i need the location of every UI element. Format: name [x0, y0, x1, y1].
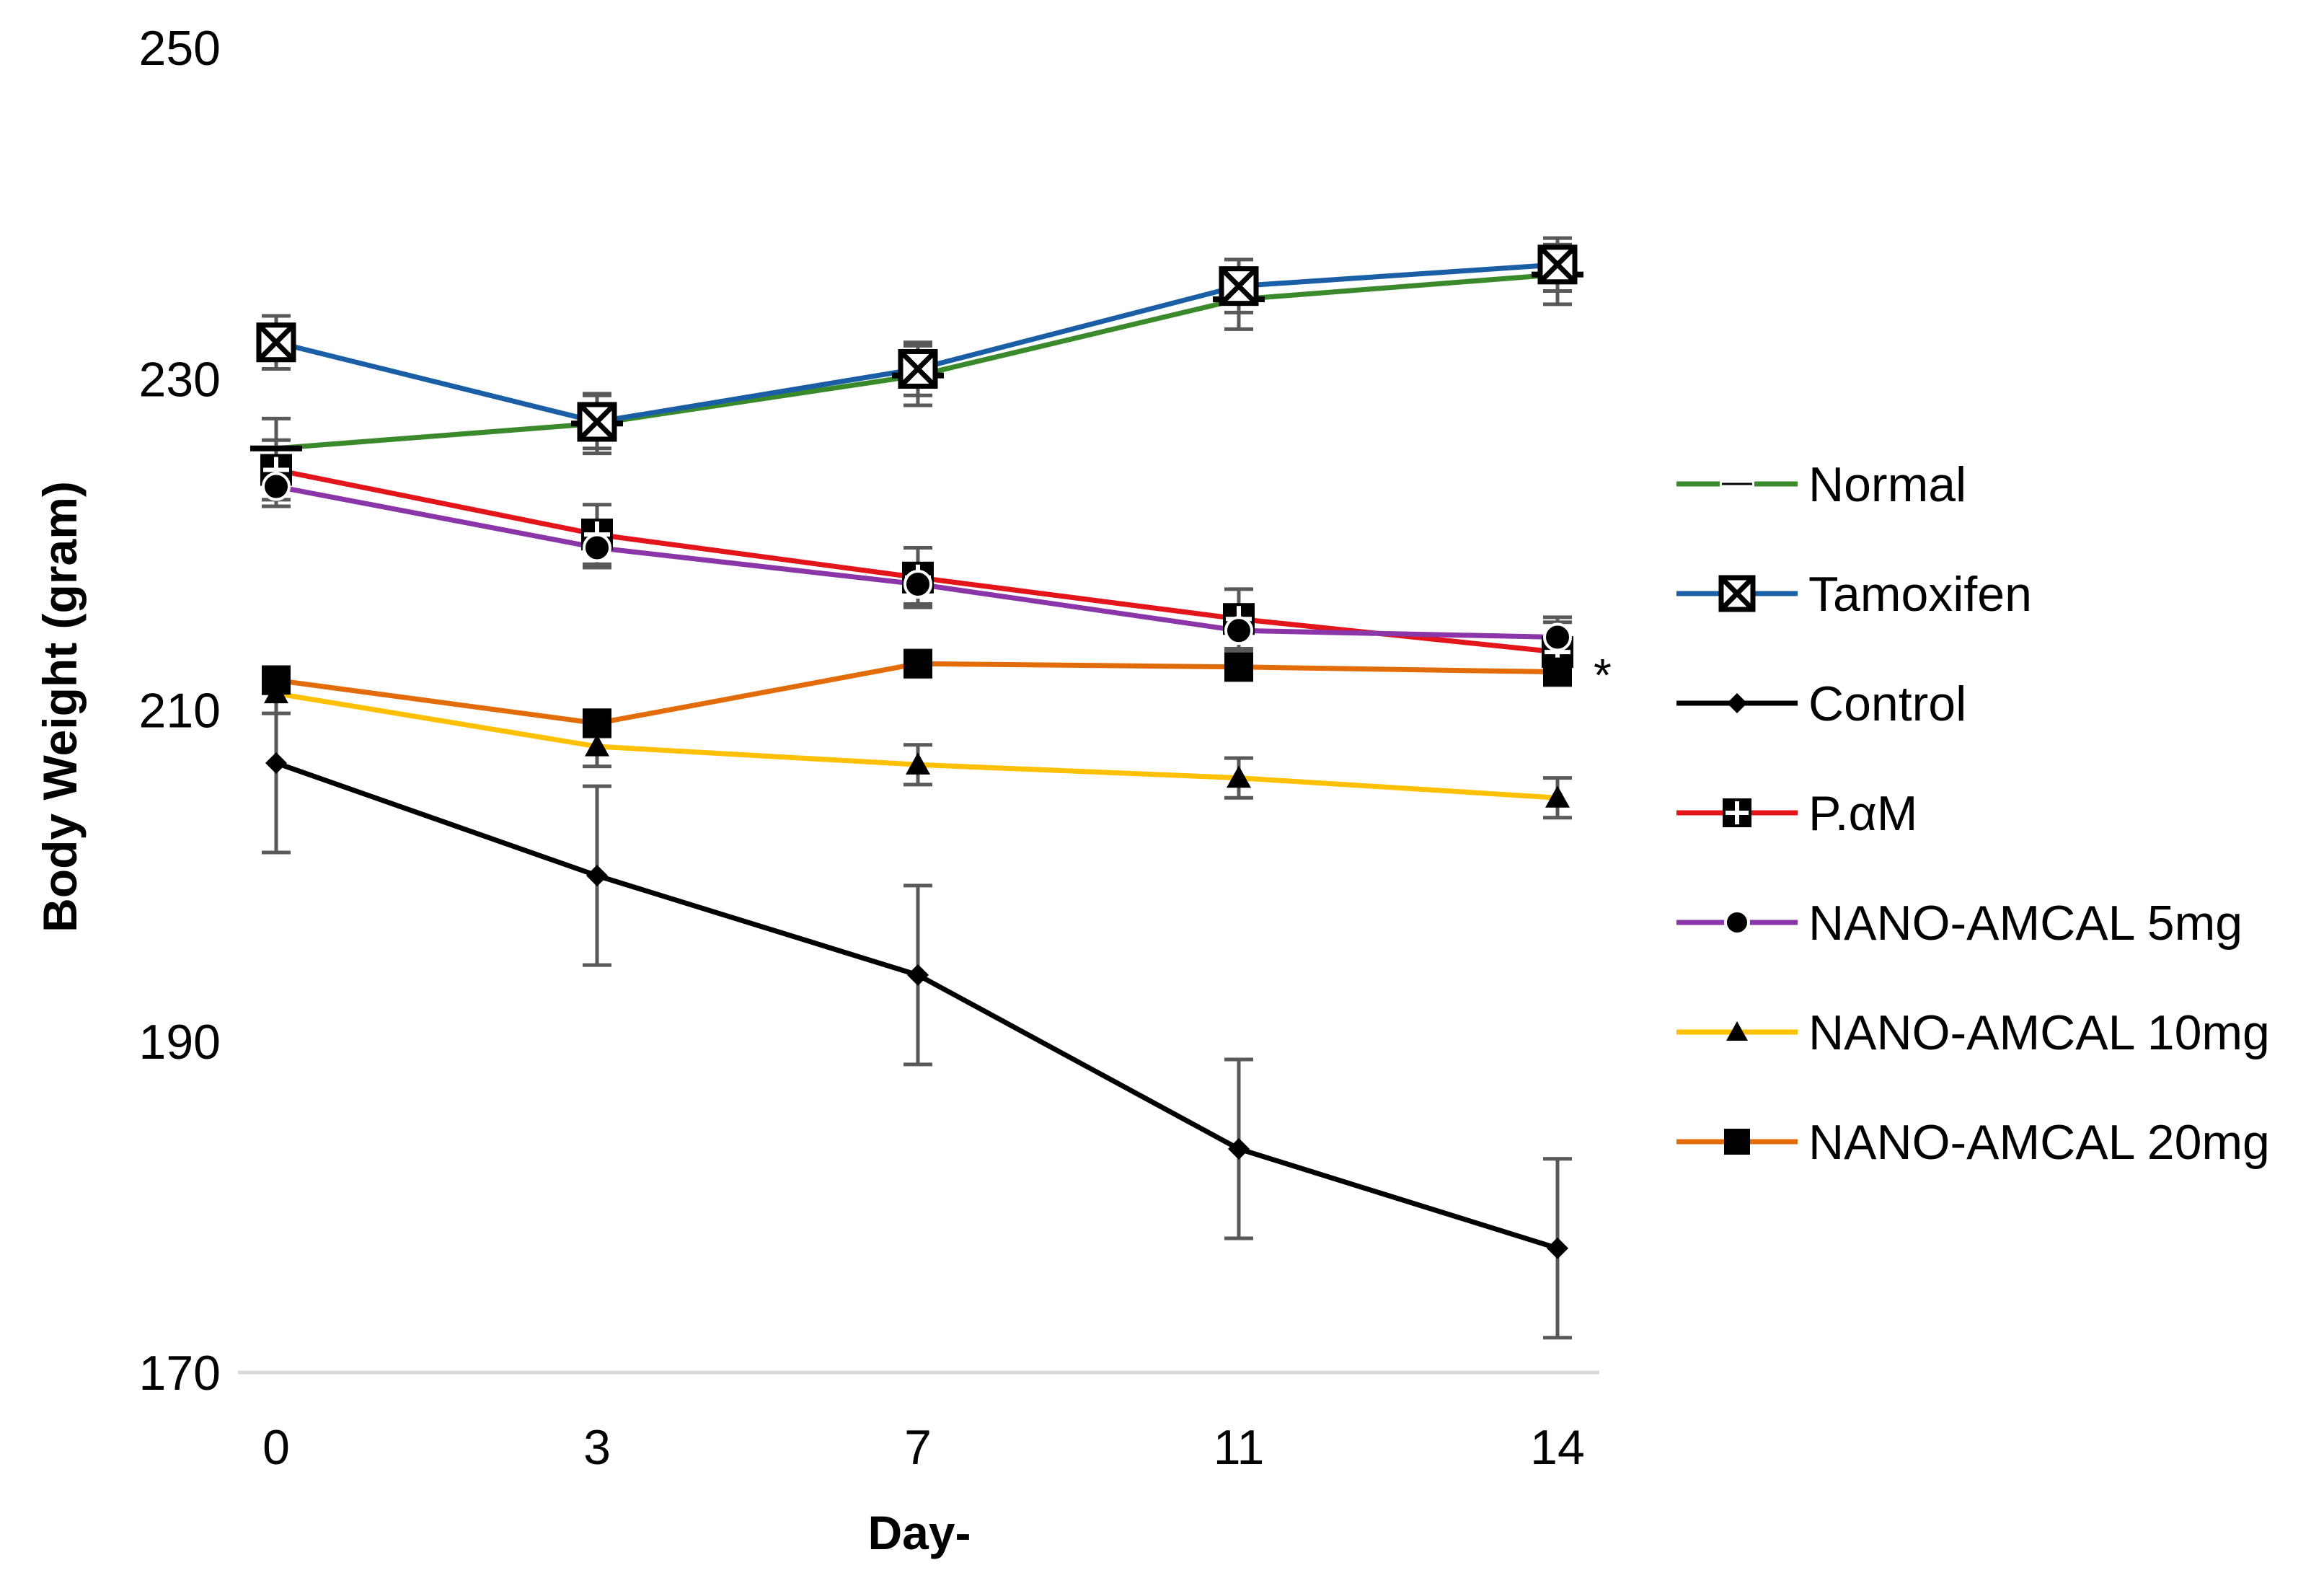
data-point [1224, 616, 1253, 645]
tick-labels: 170 190 210 230 250 0 3 7 11 14 [139, 21, 1585, 1475]
legend-marker [1723, 798, 1751, 827]
data-point [583, 708, 611, 738]
legend-label: NANO-AMCAL 20mg [1808, 1115, 2270, 1170]
data-point [903, 649, 932, 679]
data-point [583, 533, 611, 563]
data-point [903, 569, 932, 599]
data-point [898, 348, 938, 389]
x-tick-label: 14 [1530, 1420, 1585, 1475]
data-point [262, 666, 291, 695]
legend-label: NANO-AMCAL 5mg [1808, 896, 2243, 951]
data-point [1227, 765, 1251, 788]
x-tick-label: 11 [1214, 1420, 1265, 1475]
data-point [1543, 622, 1572, 652]
data-point [262, 472, 291, 501]
x-tick-label: 3 [583, 1420, 611, 1475]
x-tick-label: 0 [262, 1420, 290, 1475]
data-point [1547, 1237, 1568, 1259]
legend-item: Normal [1676, 457, 1966, 512]
data-point [586, 865, 608, 887]
legend-item: Tamoxifen [1676, 567, 2032, 622]
data-point [907, 964, 929, 986]
y-axis-title: Body Weight (gram) [33, 481, 87, 933]
legend-label: Control [1808, 676, 1966, 731]
legend-marker [1727, 693, 1747, 713]
legend-item: NANO-AMCAL 5mg [1676, 896, 2243, 951]
y-tick-label: 170 [139, 1346, 221, 1401]
legend-label: NANO-AMCAL 10mg [1808, 1005, 2270, 1060]
legend-item: Control [1676, 676, 1966, 731]
y-tick-label: 230 [139, 352, 221, 407]
legend: Normal Tamoxifen Control P.αM NANO-AMCAL 5mg… [1676, 457, 2270, 1170]
data-point [577, 402, 617, 442]
legend-marker [1726, 1021, 1748, 1041]
legend-item: P.αM [1676, 786, 1917, 841]
y-tick-label: 250 [139, 21, 221, 76]
data-point [1228, 1138, 1250, 1160]
data-point [585, 734, 609, 757]
data-point [906, 752, 930, 775]
data-point [1543, 657, 1572, 687]
legend-marker [1724, 1129, 1750, 1155]
significance-annotation: * [1594, 649, 1612, 701]
legend-item: NANO-AMCAL 20mg [1676, 1115, 2270, 1170]
legend-marker [1724, 909, 1750, 935]
legend-label: P.αM [1808, 786, 1917, 841]
data-point [1545, 785, 1570, 808]
y-tick-label: 190 [139, 1015, 221, 1070]
legend-item: NANO-AMCAL 10mg [1676, 1005, 2270, 1060]
x-tick-label: 7 [904, 1420, 932, 1475]
data-point [256, 322, 296, 363]
data-point [1537, 244, 1578, 285]
data-point [265, 752, 287, 774]
data-point [1219, 266, 1259, 307]
legend-label: Normal [1808, 457, 1966, 512]
legend-marker [1718, 575, 1756, 612]
series-markers [250, 244, 1583, 1259]
x-axis-title: Day- [867, 1506, 971, 1559]
y-tick-label: 210 [139, 684, 221, 739]
legend-label: Tamoxifen [1808, 567, 2032, 622]
data-point [1224, 652, 1253, 682]
